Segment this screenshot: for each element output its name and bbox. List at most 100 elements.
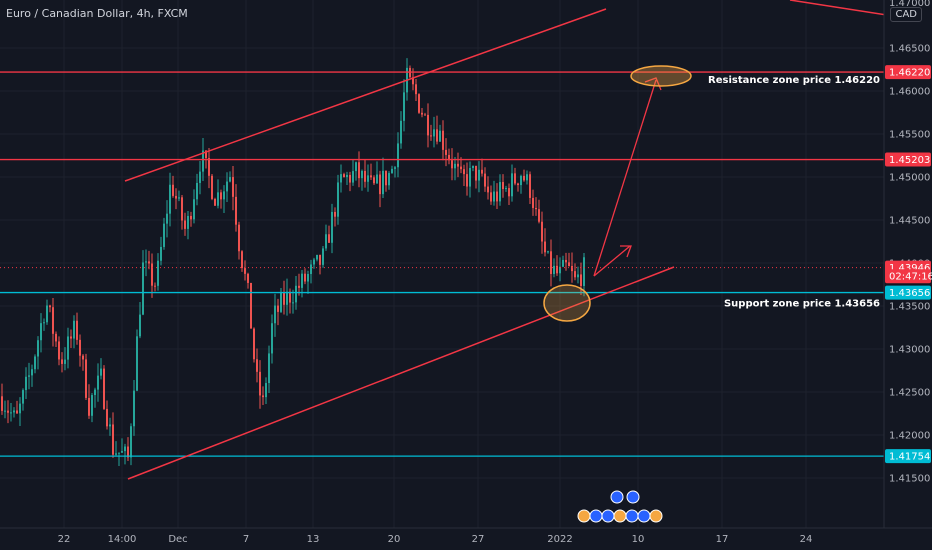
candle-body: [238, 224, 240, 252]
candle-body: [352, 171, 354, 183]
candle-body: [400, 120, 402, 144]
time-tick-label: 13: [307, 534, 320, 545]
candle-body: [229, 177, 231, 182]
candle-body: [31, 369, 33, 376]
candle-body: [424, 114, 426, 116]
candle-body: [451, 160, 453, 169]
candle-body: [79, 339, 81, 356]
candle-body: [112, 424, 114, 455]
candle-body: [355, 162, 357, 172]
time-tick-label: 24: [800, 534, 813, 545]
candle-body: [301, 273, 303, 288]
candle-body: [259, 371, 261, 396]
candle-body: [118, 452, 120, 454]
candle-body: [469, 167, 471, 187]
event-marker-icon: [626, 490, 640, 504]
candle-body: [418, 94, 420, 113]
price-tick-label: 1.46000: [889, 87, 930, 98]
candle-body: [103, 368, 105, 409]
candle-body: [496, 191, 498, 202]
symbol-title: Euro / Canadian Dollar, 4h, FXCM: [6, 7, 188, 20]
candle-body: [67, 336, 69, 360]
candle-body: [448, 154, 450, 161]
candle-body: [202, 150, 204, 172]
candle-body: [571, 265, 573, 272]
candle-body: [490, 192, 492, 202]
candle-body: [286, 291, 288, 305]
candle-body: [505, 188, 507, 190]
candle-body: [253, 328, 255, 360]
candle-body: [223, 191, 225, 200]
candle-body: [508, 188, 510, 197]
candle-body: [277, 305, 279, 312]
candle-body: [37, 340, 39, 357]
price-badge-label: 1.43946: [889, 263, 930, 274]
candle-body: [160, 246, 162, 261]
candle-body: [76, 320, 78, 340]
candle-body: [13, 410, 15, 413]
candle-body: [121, 451, 123, 453]
candle-body: [169, 184, 171, 214]
candle-body: [127, 446, 129, 458]
event-marker-icon: [577, 509, 591, 523]
candle-body: [250, 282, 252, 329]
candle-body: [181, 197, 183, 221]
candle-body: [553, 265, 555, 274]
event-marker-icon: [649, 509, 663, 523]
currency-badge[interactable]: CAD: [890, 7, 922, 22]
price-badge: [885, 269, 931, 284]
candle-body: [337, 182, 339, 217]
candle-body: [73, 320, 75, 339]
price-badge-label: 1.41754: [889, 452, 930, 463]
candle-body: [256, 359, 258, 372]
candle-body: [433, 129, 435, 137]
candle-body: [394, 167, 396, 169]
time-tick-label: 14:00: [108, 534, 137, 545]
candle-body: [61, 359, 63, 364]
price-badge-label: 02:47:16: [889, 272, 932, 283]
candle-body: [385, 170, 387, 186]
candle-body: [379, 174, 381, 195]
candle-body: [184, 220, 186, 229]
candle-body: [544, 241, 546, 253]
candle-body: [556, 265, 558, 274]
candle-body: [547, 251, 549, 253]
price-tick-label: 1.46500: [889, 44, 930, 55]
candle-body: [151, 263, 153, 286]
candle-body: [172, 184, 174, 196]
candle-body: [535, 207, 537, 210]
candle-body: [430, 135, 432, 137]
candle-body: [397, 143, 399, 168]
candle-body: [268, 353, 270, 384]
candle-body: [340, 174, 342, 183]
candle-body: [532, 197, 534, 208]
candle-body: [235, 196, 237, 225]
time-tick-label: 27: [472, 534, 485, 545]
candle-body: [106, 408, 108, 427]
support-annotation: Support zone price 1.43656: [724, 299, 880, 310]
candle-body: [523, 175, 525, 181]
candle-body: [331, 211, 333, 243]
candle-body: [271, 323, 273, 354]
candle-body: [7, 410, 9, 413]
candle-body: [109, 424, 111, 427]
candle-body: [499, 182, 501, 202]
candle-body: [175, 195, 177, 199]
candle-body: [460, 166, 462, 170]
candle-body: [412, 77, 414, 85]
candle-body: [163, 223, 165, 247]
price-tick-label: 1.45000: [889, 173, 930, 184]
price-badge: [885, 449, 931, 464]
candle-body: [16, 410, 18, 414]
candle-body: [445, 149, 447, 155]
candle-body: [517, 183, 519, 186]
candle-body: [391, 168, 393, 174]
candle-body: [322, 248, 324, 265]
candle-body: [568, 262, 570, 266]
candle-body: [211, 175, 213, 199]
price-badge-label: 1.46220: [889, 68, 930, 79]
candle-body: [115, 453, 117, 455]
candle-body: [289, 291, 291, 303]
